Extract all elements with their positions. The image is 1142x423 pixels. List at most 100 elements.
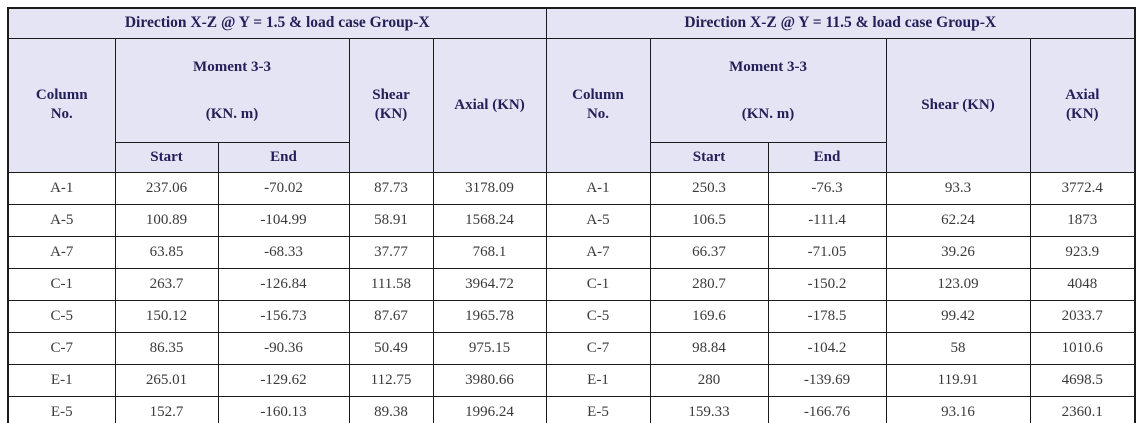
value-cell: -104.99 <box>217 204 350 237</box>
value-cell: 2033.7 <box>1029 300 1136 333</box>
value-cell: -111.4 <box>767 204 887 237</box>
table-row: A-7 63.85 -68.33 37.77 768.1 A-7 66.37 -71.05 39… <box>7 236 1136 269</box>
value-cell: 2360.1 <box>1029 396 1136 423</box>
moment-unit-label: (KN. m) <box>205 105 259 122</box>
column-no-cell: E-5 <box>545 396 651 423</box>
moment-label: Moment 3-3 <box>193 59 271 75</box>
value-cell: -129.62 <box>217 364 350 397</box>
value-cell: 112.75 <box>348 364 434 397</box>
value-cell: -160.13 <box>217 396 350 423</box>
value-cell: 37.77 <box>348 236 434 269</box>
value-cell: 169.6 <box>649 300 769 333</box>
value-cell: -178.5 <box>767 300 887 333</box>
value-cell: 250.3 <box>649 172 769 205</box>
value-cell: 63.85 <box>114 236 219 269</box>
value-cell: 152.7 <box>114 396 219 423</box>
value-cell: 265.01 <box>114 364 219 397</box>
value-cell: -90.36 <box>217 332 350 365</box>
column-forces-table: Direction X-Z @ Y = 1.5 & load case Grou… <box>7 7 1137 423</box>
value-cell: -71.05 <box>767 236 887 269</box>
moment-header-left: Moment 3-3 (KN. m) <box>114 37 350 143</box>
table-row: C-5 150.12 -156.73 87.67 1965.78 C-5 169.6 -178… <box>7 300 1136 333</box>
moment-label: Moment 3-3 <box>729 59 807 75</box>
column-no-cell: C-7 <box>7 332 116 365</box>
section-title-right: Direction X-Z @ Y = 11.5 & load case Gro… <box>545 7 1136 39</box>
section-title-row: Direction X-Z @ Y = 1.5 & load case Grou… <box>7 7 1136 39</box>
column-no-cell: A-7 <box>7 236 116 269</box>
column-no-cell: A-7 <box>545 236 651 269</box>
value-cell: 3772.4 <box>1029 172 1136 205</box>
column-no-cell: A-1 <box>7 172 116 205</box>
column-no-cell: C-1 <box>7 268 116 301</box>
shear-header-left: Shear (KN) <box>348 37 434 173</box>
column-no-cell: C-7 <box>545 332 651 365</box>
section-title-left: Direction X-Z @ Y = 1.5 & load case Grou… <box>7 7 547 39</box>
column-no-cell: E-1 <box>545 364 651 397</box>
column-no-cell: A-5 <box>545 204 651 237</box>
column-no-cell: A-5 <box>7 204 116 237</box>
table-row: A-5 100.89 -104.99 58.91 1568.24 A-5 106.5 -111… <box>7 204 1136 237</box>
column-no-cell: C-5 <box>545 300 651 333</box>
value-cell: 1010.6 <box>1029 332 1136 365</box>
value-cell: 58.91 <box>348 204 434 237</box>
value-cell: -150.2 <box>767 268 887 301</box>
column-no-cell: A-1 <box>545 172 651 205</box>
column-no-header-left: Column No. <box>7 37 116 173</box>
column-no-cell: E-5 <box>7 396 116 423</box>
value-cell: 159.33 <box>649 396 769 423</box>
value-cell: 1996.24 <box>432 396 547 423</box>
value-cell: 3964.72 <box>432 268 547 301</box>
table-row: A-1 237.06 -70.02 87.73 3178.09 A-1 250.3 -76.3… <box>7 172 1136 205</box>
start-header-right: Start <box>649 142 769 173</box>
value-cell: 39.26 <box>885 236 1031 269</box>
end-header-right: End <box>767 142 887 173</box>
moment-unit-label: (KN. m) <box>741 105 795 122</box>
value-cell: 111.58 <box>348 268 434 301</box>
axial-header-left: Axial (KN) <box>432 37 547 173</box>
value-cell: 3980.66 <box>432 364 547 397</box>
value-cell: 98.84 <box>649 332 769 365</box>
table-header: Direction X-Z @ Y = 1.5 & load case Grou… <box>7 7 1136 173</box>
value-cell: 280 <box>649 364 769 397</box>
value-cell: 150.12 <box>114 300 219 333</box>
value-cell: 1965.78 <box>432 300 547 333</box>
value-cell: -126.84 <box>217 268 350 301</box>
sub-header-row: Start End Start End <box>8 142 1135 173</box>
value-cell: 975.15 <box>432 332 547 365</box>
value-cell: 1873 <box>1029 204 1136 237</box>
value-cell: -156.73 <box>217 300 350 333</box>
value-cell: 1568.24 <box>432 204 547 237</box>
value-cell: 58 <box>885 332 1031 365</box>
column-no-header-right: Column No. <box>545 37 651 173</box>
value-cell: 62.24 <box>885 204 1031 237</box>
value-cell: 93.16 <box>885 396 1031 423</box>
value-cell: 87.73 <box>348 172 434 205</box>
value-cell: 923.9 <box>1029 236 1136 269</box>
table-row: E-5 152.7 -160.13 89.38 1996.24 E-5 159.33 -166… <box>7 396 1136 423</box>
start-header-left: Start <box>114 142 219 173</box>
moment-header-right: Moment 3-3 (KN. m) <box>649 37 887 143</box>
value-cell: 87.67 <box>348 300 434 333</box>
value-cell: 99.42 <box>885 300 1031 333</box>
value-cell: 86.35 <box>114 332 219 365</box>
shear-header-right: Shear (KN) <box>885 37 1031 173</box>
value-cell: 89.38 <box>348 396 434 423</box>
value-cell: 280.7 <box>649 268 769 301</box>
table-row: C-7 86.35 -90.36 50.49 975.15 C-7 98.84 -104.2 5… <box>7 332 1136 365</box>
axial-header-right: Axial (KN) <box>1029 37 1136 173</box>
value-cell: 4048 <box>1029 268 1136 301</box>
table-row: C-1 263.7 -126.84 111.58 3964.72 C-1 280.7 -150… <box>7 268 1136 301</box>
value-cell: 100.89 <box>114 204 219 237</box>
value-cell: 93.3 <box>885 172 1031 205</box>
end-header-left: End <box>217 142 350 173</box>
value-cell: 119.91 <box>885 364 1031 397</box>
value-cell: 123.09 <box>885 268 1031 301</box>
value-cell: 3178.09 <box>432 172 547 205</box>
value-cell: -70.02 <box>217 172 350 205</box>
value-cell: 237.06 <box>114 172 219 205</box>
value-cell: -68.33 <box>217 236 350 269</box>
value-cell: 4698.5 <box>1029 364 1136 397</box>
value-cell: -104.2 <box>767 332 887 365</box>
value-cell: 106.5 <box>649 204 769 237</box>
